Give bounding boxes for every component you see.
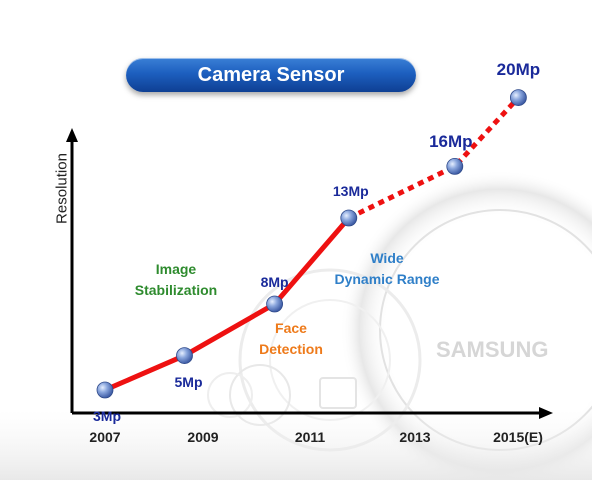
data-point-marker (96, 381, 114, 399)
feature-annotation: Wide Dynamic Range (334, 248, 439, 290)
y-axis-arrow (66, 128, 78, 142)
data-point-label: 20Mp (496, 59, 541, 79)
samsung-watermark: SAMSUNG (436, 337, 548, 362)
data-point-marker (510, 89, 527, 106)
data-point-marker (446, 157, 464, 175)
data-point-label: 3Mp (93, 408, 121, 424)
series-line-actual (104, 216, 351, 393)
x-axis-arrow (539, 407, 553, 419)
data-point-label: 13Mp (332, 183, 369, 199)
series-line-estimated (347, 95, 521, 221)
x-tick-label: 2013 (399, 429, 431, 445)
annotation-line: Face (275, 320, 307, 336)
data-point-marker (340, 209, 358, 227)
annotation-line: Dynamic Range (334, 271, 440, 287)
data-point-marker (176, 347, 193, 365)
annotation-line: Image (155, 261, 197, 277)
annotation-line: Detection (259, 341, 323, 357)
data-point-label: 5Mp (174, 373, 203, 390)
annotation-line: Stabilization (134, 282, 218, 298)
chart-title: Camera Sensor (126, 58, 416, 92)
x-tick-label: 2007 (89, 429, 121, 445)
x-tick-label: 2011 (294, 429, 326, 445)
feature-annotation: Image Stabilization (135, 259, 217, 301)
x-tick-label: 2015(E) (493, 429, 543, 445)
x-tick-label: 2009 (187, 429, 219, 445)
data-point-label: 8Mp (260, 274, 289, 290)
data-point-label: 16Mp (429, 132, 473, 152)
feature-annotation: Face Detection (259, 318, 323, 360)
annotation-line: Wide (370, 250, 404, 266)
data-point-marker (266, 295, 284, 313)
